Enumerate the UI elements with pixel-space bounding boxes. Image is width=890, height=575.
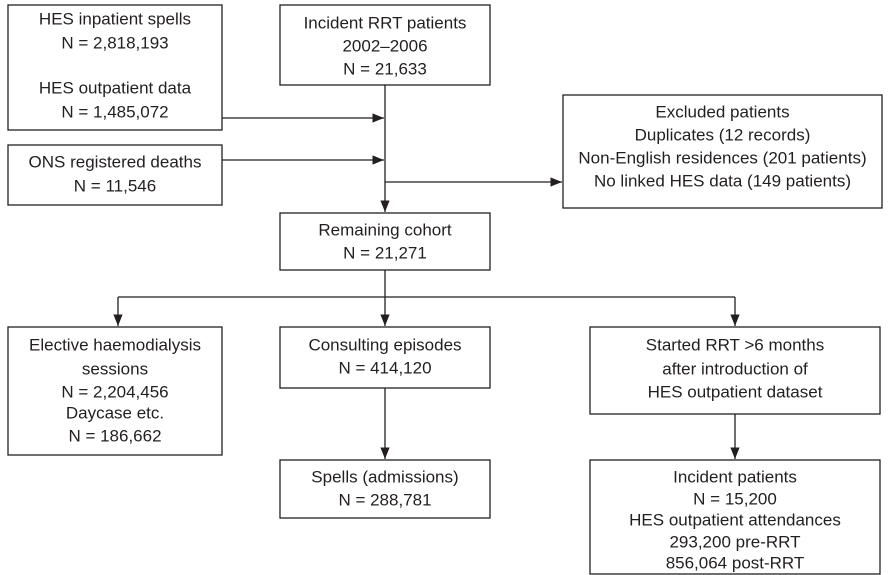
node-box: [562, 94, 883, 209]
node-text: 856,064 post-RRT: [666, 553, 805, 572]
node-box: [589, 459, 881, 575]
node-text: Excluded patients: [655, 102, 789, 121]
node-text: N = 11,546: [74, 176, 156, 195]
node-text: HES outpatient attendances: [629, 510, 841, 529]
node-text: 293,200 pre-RRT: [669, 532, 800, 551]
node-box: [279, 4, 491, 86]
node-text: Remaining cohort: [318, 220, 452, 239]
node-box: [7, 144, 223, 206]
node-text: 2002–2006: [342, 36, 427, 55]
node-box: [279, 326, 491, 389]
node-box: [7, 326, 223, 456]
node-text: N = 2,204,456: [61, 382, 168, 401]
node-text: ONS registered deaths: [29, 152, 202, 171]
node-text: No linked HES data (149 patients): [594, 171, 851, 190]
node-text: sessions: [82, 359, 148, 378]
node-text: HES outpatient dataset: [648, 382, 823, 401]
node-box: [589, 326, 881, 415]
node-text: Consulting episodes: [308, 335, 461, 354]
node-text: HES inpatient spells: [39, 9, 191, 28]
node-text: Spells (admissions): [311, 467, 458, 486]
node-text: N = 414,120: [338, 358, 431, 377]
node-text: N = 2,818,193: [61, 33, 168, 52]
connectors: [113, 85, 740, 459]
node-text: N = 15,200: [693, 489, 777, 508]
node-text: N = 21,633: [343, 59, 427, 78]
node-text: N = 1,485,072: [61, 102, 168, 121]
node-text: Started RRT >6 months: [646, 335, 824, 354]
node-text: N = 288,781: [338, 490, 431, 509]
node-text: after introduction of: [662, 359, 808, 378]
node-text: HES outpatient data: [39, 78, 192, 97]
node-text: Incident patients: [673, 467, 797, 486]
node-text: N = 21,271: [343, 243, 427, 262]
node-box: [279, 459, 491, 519]
node-text: Incident RRT patients: [304, 13, 467, 32]
node-box: [279, 212, 491, 271]
node-text: Daycase etc.: [66, 403, 164, 422]
node-box: [7, 4, 223, 131]
node-text: N = 186,662: [68, 426, 161, 445]
node-text: Elective haemodialysis: [29, 335, 201, 354]
node-text: Non-English residences (201 patients): [578, 148, 866, 167]
node-text: Duplicates (12 records): [635, 125, 811, 144]
